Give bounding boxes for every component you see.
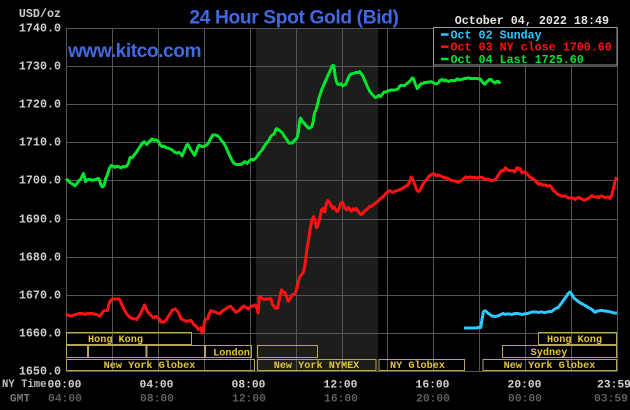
svg-text:NY Time: NY Time bbox=[2, 379, 47, 391]
svg-text:00:00: 00:00 bbox=[48, 380, 82, 392]
svg-text:1700.0: 1700.0 bbox=[19, 174, 61, 188]
svg-text:NY Globex: NY Globex bbox=[390, 360, 445, 372]
svg-text:Hong Kong: Hong Kong bbox=[88, 335, 143, 346]
svg-text:London: London bbox=[213, 347, 250, 359]
svg-text:24 Hour Spot Gold (Bid): 24 Hour Spot Gold (Bid) bbox=[189, 8, 398, 29]
svg-text:04:00: 04:00 bbox=[48, 393, 82, 405]
svg-text:New York Globex: New York Globex bbox=[104, 360, 196, 372]
svg-text:1680.0: 1680.0 bbox=[19, 251, 61, 265]
svg-text:08:00: 08:00 bbox=[140, 393, 174, 405]
svg-text:Oct 02 Sunday: Oct 02 Sunday bbox=[451, 29, 542, 43]
svg-text:1720.0: 1720.0 bbox=[19, 98, 61, 112]
svg-text:USD/oz: USD/oz bbox=[19, 7, 61, 21]
svg-text:1690.0: 1690.0 bbox=[19, 213, 61, 227]
svg-text:Sydney: Sydney bbox=[531, 347, 568, 359]
svg-text:New York NYMEX: New York NYMEX bbox=[274, 360, 360, 372]
svg-text:New York Globex: New York Globex bbox=[504, 360, 596, 372]
svg-text:20:00: 20:00 bbox=[508, 380, 542, 392]
svg-text:23:59: 23:59 bbox=[597, 380, 630, 392]
svg-text:1710.0: 1710.0 bbox=[19, 136, 61, 150]
svg-text:1660.0: 1660.0 bbox=[19, 327, 61, 341]
svg-text:Hong Kong: Hong Kong bbox=[547, 335, 602, 346]
svg-text:12:00: 12:00 bbox=[232, 393, 266, 405]
svg-text:08:00: 08:00 bbox=[232, 380, 266, 392]
svg-text:GMT: GMT bbox=[10, 393, 31, 405]
svg-text:1730.0: 1730.0 bbox=[19, 60, 61, 74]
svg-text:1740.0: 1740.0 bbox=[19, 22, 61, 36]
svg-text:00:00: 00:00 bbox=[508, 393, 542, 405]
svg-text:1670.0: 1670.0 bbox=[19, 289, 61, 303]
svg-text:16:00: 16:00 bbox=[324, 393, 358, 405]
svg-text:Oct 04 Last 1725.60: Oct 04 Last 1725.60 bbox=[451, 53, 584, 67]
svg-text:October 04, 2022 18:49: October 04, 2022 18:49 bbox=[455, 14, 609, 28]
svg-text:04:00: 04:00 bbox=[140, 380, 174, 392]
svg-text:16:00: 16:00 bbox=[416, 380, 450, 392]
svg-text:1650.0: 1650.0 bbox=[19, 365, 61, 379]
svg-text:www.kitco.com: www.kitco.com bbox=[67, 41, 201, 62]
svg-text:12:00: 12:00 bbox=[324, 380, 358, 392]
svg-text:20:00: 20:00 bbox=[416, 393, 450, 405]
svg-text:Oct 03 NY close 1700.60: Oct 03 NY close 1700.60 bbox=[451, 41, 612, 55]
svg-text:03:59: 03:59 bbox=[594, 393, 628, 405]
